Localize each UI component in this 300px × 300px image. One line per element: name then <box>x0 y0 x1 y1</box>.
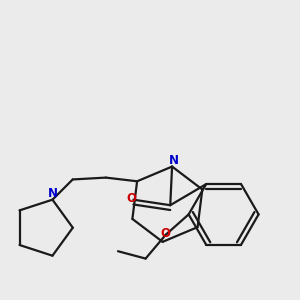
Text: O: O <box>160 227 170 240</box>
Text: N: N <box>169 154 179 167</box>
Text: O: O <box>127 193 136 206</box>
Text: N: N <box>48 187 58 200</box>
